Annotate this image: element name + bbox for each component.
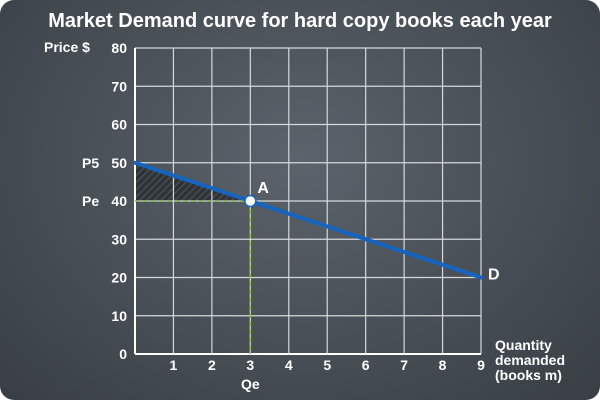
y-tick-label: 70 (111, 78, 127, 94)
y-tick-label: 60 (111, 117, 127, 133)
y-tick-label: 10 (111, 308, 127, 324)
point-a-label: A (257, 180, 269, 197)
x-tick-label: 5 (323, 357, 331, 373)
x-axis-label-line: demanded (495, 352, 565, 368)
x-tick-label: 1 (170, 357, 178, 373)
price-annotation: P5 (82, 155, 99, 171)
x-tick-label: 2 (208, 357, 216, 373)
y-tick-label: 0 (119, 346, 127, 362)
x-tick-label: 3 (246, 357, 254, 373)
price-annotation: Pe (82, 193, 99, 209)
x-tick-label: 7 (400, 357, 408, 373)
x-axis-label-line: (books m) (495, 367, 562, 383)
x-tick-label: 9 (477, 357, 485, 373)
demand-curve-label: D (488, 267, 500, 284)
y-tick-label: 80 (111, 40, 127, 56)
x-axis-label-line: Quantity (495, 337, 552, 353)
y-axis-label: Price $ (44, 39, 90, 55)
x-tick-label: 8 (439, 357, 447, 373)
x-tick-label: 6 (362, 357, 370, 373)
y-tick-label: 30 (111, 231, 127, 247)
y-tick-label: 20 (111, 270, 127, 286)
y-tick-label: 40 (111, 193, 127, 209)
point-a-marker (244, 194, 257, 208)
y-tick-label: 50 (111, 155, 127, 171)
chart-title: Market Demand curve for hard copy books … (48, 10, 552, 32)
quantity-annotation: Qe (241, 376, 260, 392)
demand-line (133, 160, 483, 280)
x-tick-label: 4 (285, 357, 293, 373)
